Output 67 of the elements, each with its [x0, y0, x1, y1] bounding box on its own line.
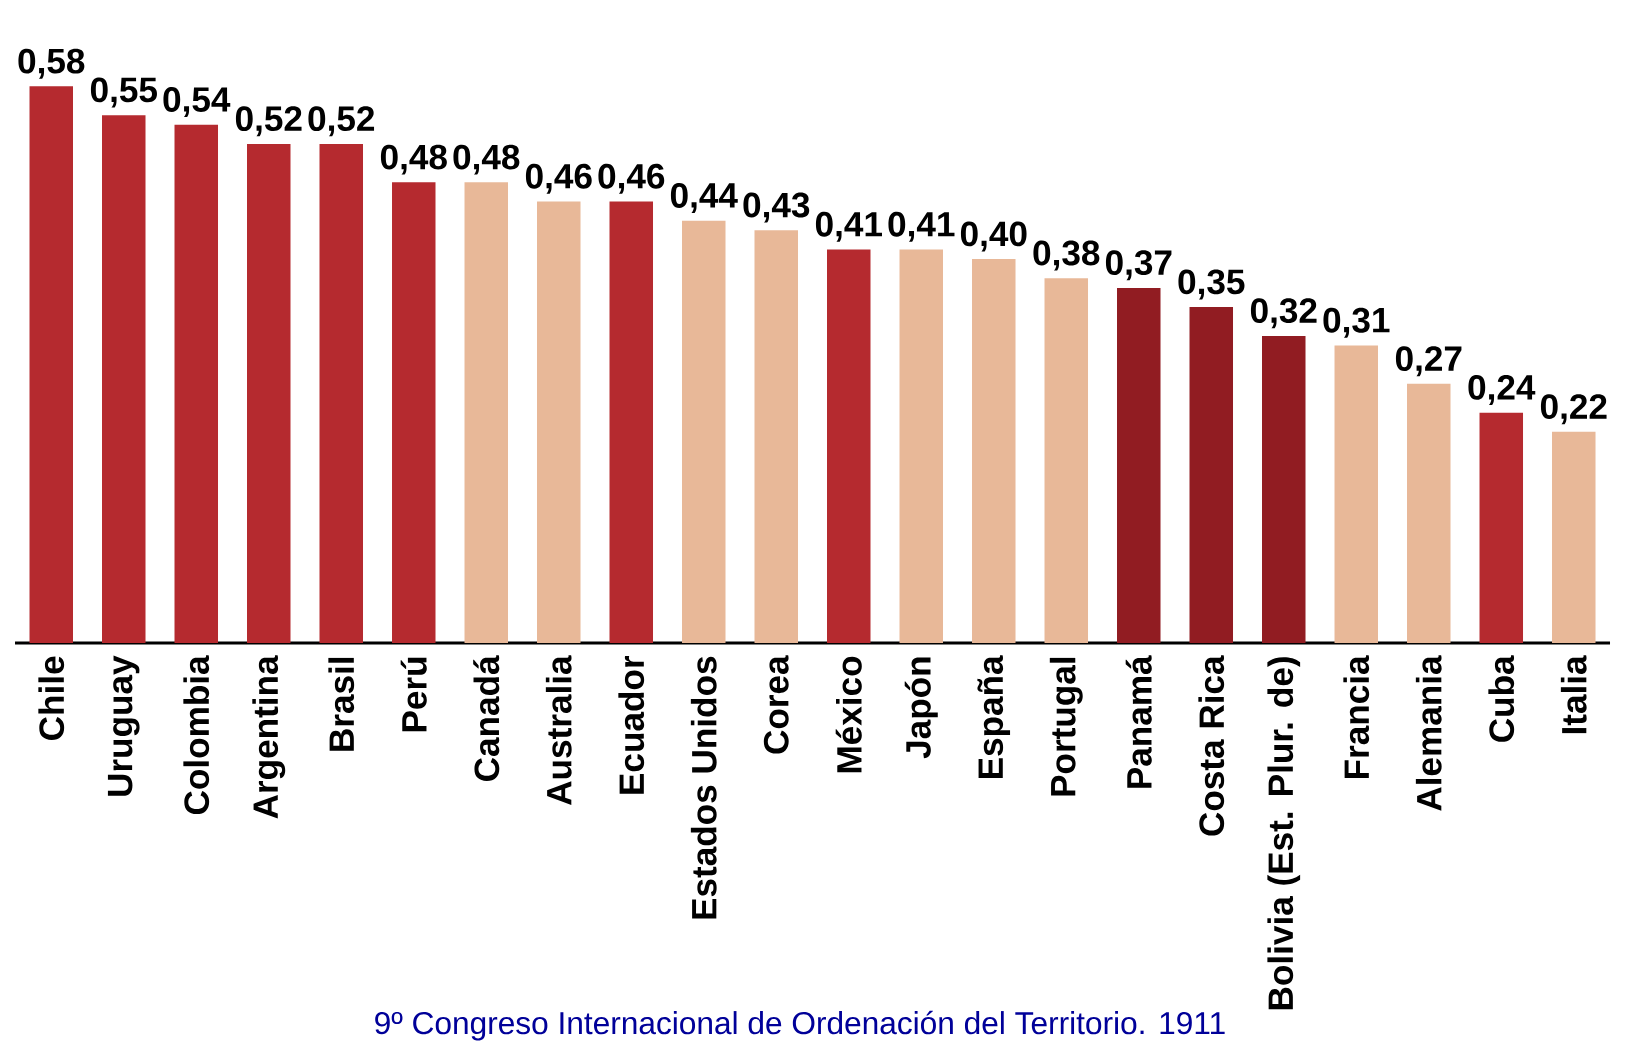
bar	[827, 249, 871, 643]
bar	[537, 201, 581, 643]
data-label: 0,41	[815, 211, 882, 242]
x-tick-label: Alemania	[1415, 655, 1442, 811]
data-label: 0,48	[380, 144, 447, 175]
data-label: 0,48	[453, 144, 520, 175]
bar	[1262, 335, 1306, 643]
data-label: 0,52	[308, 106, 375, 137]
x-tick-label: Corea	[763, 655, 789, 754]
data-label: 0,40	[960, 221, 1027, 252]
data-label: 0,37	[1105, 250, 1172, 281]
bar	[1552, 431, 1596, 643]
data-label: 0,58	[18, 48, 85, 79]
data-label: 0,46	[598, 163, 665, 194]
bar	[682, 220, 726, 643]
bar	[174, 124, 219, 643]
x-tick-label: Estados Unidos	[690, 656, 717, 919]
bar	[754, 230, 799, 643]
bar	[609, 201, 654, 643]
data-label: 0,44	[670, 183, 738, 214]
bar	[247, 143, 291, 643]
bar	[319, 143, 364, 643]
bar	[1479, 412, 1524, 643]
data-label: 0,35	[1178, 269, 1245, 300]
data-label: 0,54	[163, 87, 231, 118]
x-tick-label: Perú	[400, 657, 427, 732]
data-label: 0,32	[1250, 298, 1317, 329]
data-label: 0,43	[743, 192, 810, 223]
x-tick-label: Francia	[1343, 655, 1370, 779]
bar	[1407, 383, 1451, 643]
x-tick-label: Ecuador	[618, 655, 645, 794]
bar	[102, 115, 146, 643]
x-tick-label: Italia	[1560, 655, 1587, 734]
data-label: 0,41	[888, 211, 955, 242]
data-label: 0,46	[525, 163, 592, 194]
bar	[1189, 307, 1234, 643]
bar	[1044, 278, 1089, 643]
x-tick-label: Chile	[38, 656, 65, 740]
x-tick-label: Cuba	[1488, 655, 1515, 742]
x-tick-label: España	[977, 655, 1011, 779]
x-tick-label: Colombia	[183, 655, 210, 815]
x-tick-label: Canadá	[473, 655, 500, 781]
x-tick-label: Japón	[904, 657, 938, 759]
bar	[1117, 287, 1161, 643]
bar	[1334, 345, 1379, 643]
bar	[29, 86, 73, 643]
x-tick-label: Costa Rica	[1198, 655, 1225, 836]
data-label: 0,24	[1468, 374, 1536, 405]
x-tick-label: Panamá	[1125, 655, 1152, 788]
data-label: 0,22	[1540, 394, 1607, 425]
bar	[972, 259, 1016, 643]
x-tick-label: Bolivia (Est. Plur. de)	[1267, 657, 1301, 1010]
text: 9º Congreso Internacional de Ordenación del Territorio. 1911	[375, 1010, 1225, 1041]
bar	[464, 182, 508, 643]
x-tick-label: Argentina	[252, 655, 286, 819]
x-tick-label: Portugal	[1049, 657, 1083, 796]
data-label: 0,38	[1033, 240, 1100, 271]
data-label: 0,55	[90, 77, 157, 108]
x-tick-label: México	[835, 656, 862, 773]
data-label: 0,31	[1323, 307, 1390, 338]
bar	[899, 249, 943, 643]
data-label: 0,52	[235, 106, 302, 137]
x-tick-label: Brasil	[328, 657, 355, 751]
bar	[392, 182, 436, 643]
x-tick-label: Australia	[545, 655, 572, 805]
data-label: 0,27	[1395, 346, 1462, 377]
x-tick-label: Uruguay	[107, 655, 140, 796]
